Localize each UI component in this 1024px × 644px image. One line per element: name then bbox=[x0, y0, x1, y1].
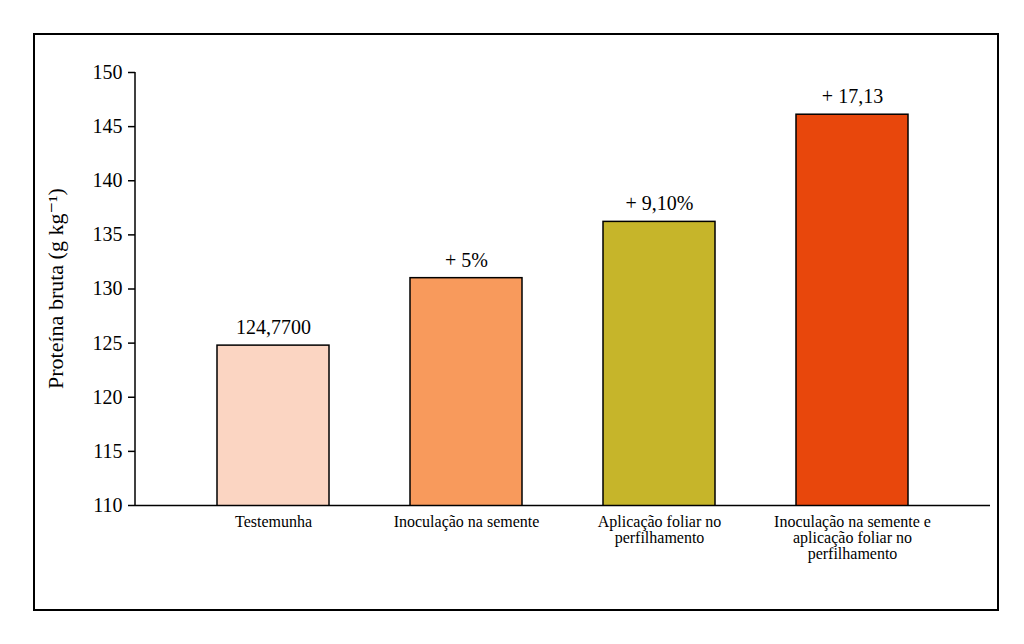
svg-text:+ 9,10%: + 9,10% bbox=[626, 192, 694, 214]
svg-text:130: 130 bbox=[93, 277, 123, 299]
svg-text:145: 145 bbox=[93, 115, 123, 137]
svg-text:120: 120 bbox=[93, 386, 123, 408]
svg-text:135: 135 bbox=[93, 223, 123, 245]
svg-text:Proteína bruta (g kg⁻¹): Proteína bruta (g kg⁻¹) bbox=[43, 188, 68, 389]
svg-text:124,7700: 124,7700 bbox=[236, 316, 311, 338]
svg-text:125: 125 bbox=[93, 332, 123, 354]
svg-text:Inoculação na semente eaplicaç: Inoculação na semente eaplicação foliar … bbox=[774, 513, 931, 563]
svg-text:115: 115 bbox=[93, 440, 122, 462]
svg-text:Testemunha: Testemunha bbox=[235, 513, 312, 530]
svg-text:Aplicação foliar noperfilhamen: Aplicação foliar noperfilhamento bbox=[598, 513, 722, 547]
svg-text:+ 5%: + 5% bbox=[445, 249, 488, 271]
svg-text:110: 110 bbox=[93, 494, 122, 516]
svg-text:+ 17,13: + 17,13 bbox=[822, 85, 883, 107]
svg-text:Inoculação na semente: Inoculação na semente bbox=[394, 513, 540, 531]
svg-text:150: 150 bbox=[93, 61, 123, 83]
svg-text:140: 140 bbox=[93, 169, 123, 191]
